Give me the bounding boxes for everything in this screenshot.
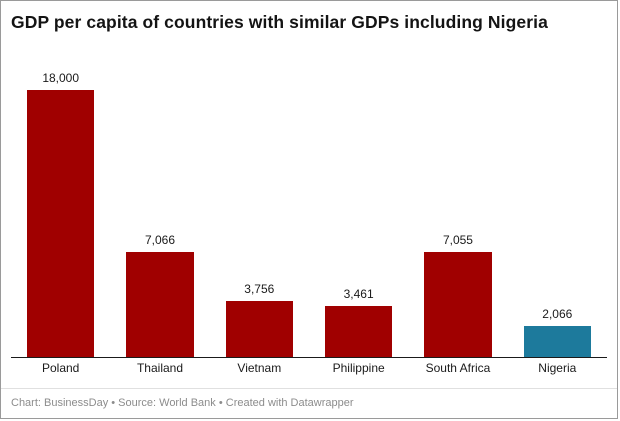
bar-column: 2,066 bbox=[508, 67, 607, 357]
chart-footer-attribution: Chart: BusinessDay • Source: World Bank … bbox=[1, 388, 617, 418]
x-axis-label-thailand: Thailand bbox=[136, 361, 183, 375]
bar-thailand[interactable] bbox=[126, 252, 194, 357]
bar-poland[interactable] bbox=[26, 90, 95, 357]
x-axis-label-vietnam: Vietnam bbox=[237, 361, 282, 375]
x-axis-label-south-africa: South Africa bbox=[425, 361, 491, 375]
bar-column: 7,055 bbox=[408, 67, 507, 357]
x-axis-label-philippine: Philippine bbox=[332, 361, 385, 375]
x-axis-label-poland: Poland bbox=[41, 361, 80, 375]
bar-south-africa[interactable] bbox=[424, 252, 492, 357]
bar-column: 3,461 bbox=[309, 67, 408, 357]
x-axis-category-labels: Poland Thailand Vietnam Philippine South Afr… bbox=[11, 361, 607, 375]
bar-column: 3,756 bbox=[210, 67, 309, 357]
bar-value-label: 7,055 bbox=[442, 233, 473, 247]
bar-value-label: 3,756 bbox=[244, 282, 275, 296]
bar-chart-plot-area: 18,000 7,066 3,756 3,461 7,055 2,066 bbox=[11, 67, 607, 358]
bar-value-label: 7,066 bbox=[144, 233, 175, 247]
chart-title: GDP per capita of countries with similar… bbox=[11, 12, 548, 32]
bar-philippine[interactable] bbox=[324, 306, 393, 357]
bar-nigeria[interactable] bbox=[523, 326, 592, 357]
bar-column: 7,066 bbox=[110, 67, 209, 357]
bar-column: 18,000 bbox=[11, 67, 110, 357]
bar-vietnam[interactable] bbox=[225, 301, 294, 357]
x-axis-label-nigeria: Nigeria bbox=[538, 361, 577, 375]
bar-value-label: 18,000 bbox=[42, 71, 80, 85]
bar-value-label: 3,461 bbox=[343, 287, 374, 301]
bar-value-label: 2,066 bbox=[542, 307, 573, 321]
